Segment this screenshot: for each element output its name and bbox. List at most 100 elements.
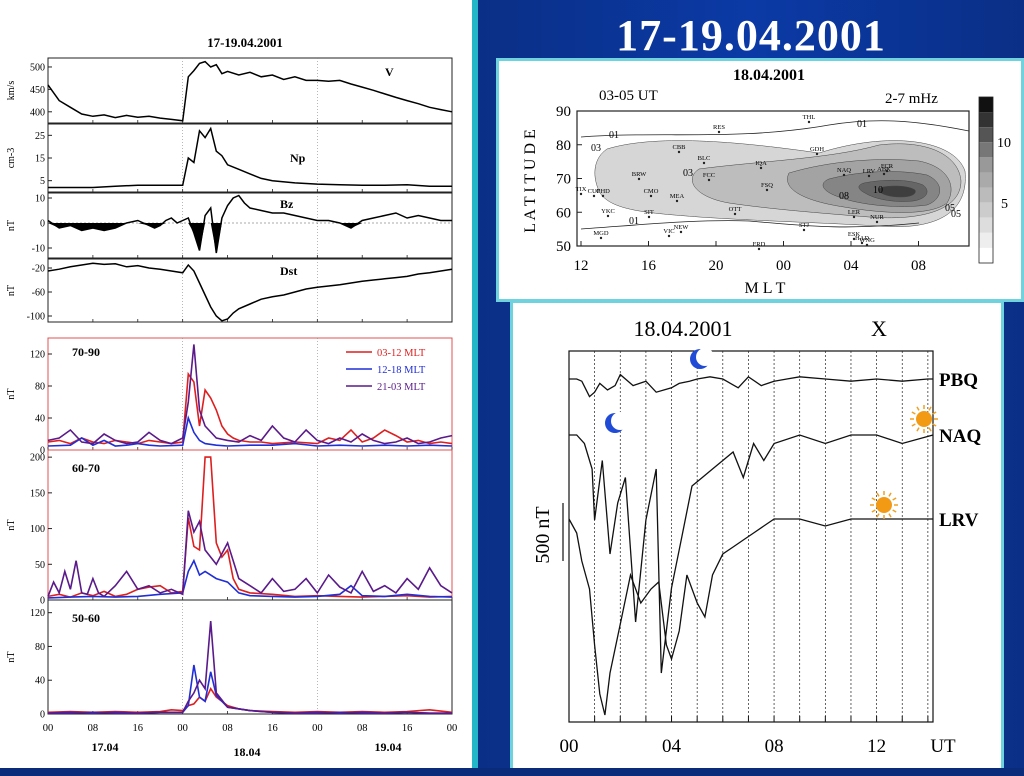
station-label: YKC	[601, 208, 615, 215]
slide-title: 17-19.04.2001	[616, 11, 886, 60]
panel-title: 60-70	[72, 461, 100, 475]
x-tick-label: 08	[911, 258, 926, 274]
map-title: 18.04.2001	[733, 67, 805, 84]
colorbar-step	[979, 232, 993, 248]
bz-negative-fill	[48, 223, 452, 253]
panel-pc-index-70-90: 0 40 80 120 nT 70-90 03-12 MLT 12-18 MLT 21-03 M…	[6, 337, 453, 457]
colorbar-frame	[978, 96, 994, 264]
y-tick-label: -20	[32, 264, 45, 275]
station-label-LRV: LRV	[939, 510, 979, 531]
station-label: MEA	[670, 193, 685, 200]
station-marker	[599, 236, 603, 240]
panel-frame	[47, 258, 453, 323]
sun-disk	[876, 497, 892, 513]
y-tick-label: 120	[30, 608, 45, 619]
x-tick-label: 00	[776, 258, 791, 274]
station-label-PBQ: PBQ	[939, 370, 978, 391]
station-label: NUR	[870, 214, 884, 221]
station-label: WNG	[859, 237, 875, 244]
colorbar-step	[979, 247, 993, 263]
y-tick-label: 150	[30, 488, 45, 499]
sun-ray	[916, 406, 920, 411]
activity-contour	[878, 185, 916, 198]
station-label: VIC	[663, 228, 674, 235]
series-line-12-18-MLT	[47, 664, 452, 715]
day-label: 19.04	[375, 740, 402, 754]
station-label: FSQ	[761, 182, 773, 189]
panel-pc-index-60-70: 0 50 100 150 200 nT 60-70	[6, 449, 453, 607]
moon-icon	[690, 348, 714, 369]
station-label: CMO	[644, 188, 659, 195]
contour-label: 08	[839, 191, 849, 202]
station-marker	[852, 215, 856, 219]
sun-ray	[892, 497, 897, 501]
y-tick-label: 450	[30, 85, 45, 96]
data-line	[48, 126, 452, 189]
legend-label: 21-03 MLT	[377, 382, 426, 393]
y-tick-label: 400	[30, 107, 45, 118]
panel-letter: X	[871, 316, 887, 341]
station-label: IQA	[755, 160, 767, 167]
y-tick-label: 10	[35, 194, 45, 205]
station-marker	[702, 161, 706, 165]
x-tick-label: 16	[641, 258, 657, 274]
y-axis-label: cm-3	[6, 148, 17, 169]
bz-line	[47, 194, 452, 254]
y-axis-label: nT	[6, 519, 17, 530]
colorbar-step	[979, 112, 993, 128]
magnetogram-frame	[568, 350, 934, 723]
station-marker	[885, 169, 889, 173]
contour-label: 05	[951, 209, 961, 220]
panel-frame	[47, 449, 453, 601]
x-tick-label: 16	[402, 723, 413, 734]
station-marker	[707, 178, 711, 182]
y-tick-label: 120	[30, 350, 45, 361]
y-tick-label: 200	[30, 453, 45, 464]
map-subtitle-left: 03-05 UT	[599, 88, 658, 104]
day-label: 17.04	[92, 740, 119, 754]
station-label: NEW	[674, 224, 690, 231]
station-marker	[601, 194, 605, 198]
y-tick-label: -60	[32, 288, 45, 299]
sun-disk	[916, 411, 932, 427]
series-line-03-12-MLT	[47, 456, 453, 598]
station-marker	[802, 228, 806, 232]
y-axis-label: nT	[6, 285, 17, 296]
y-tick-label: 60	[556, 205, 571, 221]
x-tick-label: 08	[357, 723, 368, 734]
x-tick-label: 00	[43, 723, 54, 734]
moon-cutout	[696, 348, 714, 366]
station-marker	[733, 212, 737, 216]
moon-cutout	[611, 412, 629, 430]
x-tick-label: 08	[222, 723, 233, 734]
trace-PBQ	[569, 373, 933, 398]
station-label: SIT	[644, 209, 654, 216]
y-tick-label: 40	[35, 414, 45, 425]
station-label: THL	[803, 114, 816, 121]
x-tick-label: 12	[867, 736, 886, 757]
sun-ray	[916, 427, 920, 432]
left-title: 17-19.04.2001	[207, 35, 283, 50]
panel-title: Bz	[280, 197, 294, 211]
panel-solar-wind-v: 400 450 500 km/s V	[6, 57, 453, 124]
sun-ray	[871, 497, 876, 501]
station-marker	[852, 237, 856, 241]
station-marker	[882, 172, 886, 176]
contour-label: 01	[609, 130, 619, 141]
sun-ray	[871, 509, 876, 513]
scale-label: 500 nT	[532, 506, 554, 563]
series-line-21-03-MLT	[47, 344, 453, 445]
panel-title: V	[385, 65, 394, 79]
station-label: CBB	[672, 144, 686, 151]
panel-frame	[47, 599, 453, 715]
legend-label: 03-12 MLT	[377, 348, 426, 359]
magnetogram-panel: 18.04.2001 X 00 04 08 12 UT 500 nT PBQ NAQ LRV	[510, 300, 1004, 768]
series-line-12-18-MLT	[47, 415, 453, 447]
x-tick-label: 16	[267, 723, 278, 734]
x-tick-label: 12	[574, 258, 589, 274]
sun-ray	[892, 509, 897, 513]
station-label: HAD	[855, 235, 869, 242]
x-tick-label: 00	[447, 723, 458, 734]
contour-label: 05	[945, 203, 955, 214]
